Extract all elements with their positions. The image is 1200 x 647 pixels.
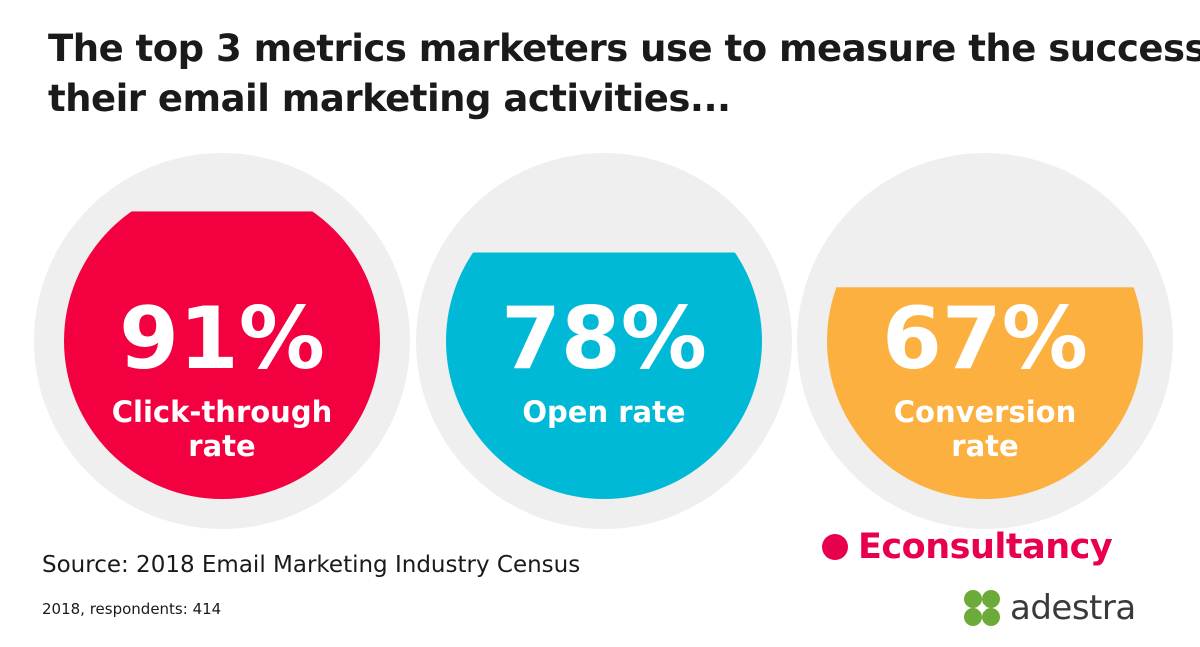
chart-title-line-2: their email marketing activities... xyxy=(48,77,731,120)
respondents-text: 2018, respondents: 414 xyxy=(42,600,222,618)
econsultancy-name: Econsultancy xyxy=(858,527,1113,567)
gauge-category-label: rate xyxy=(188,429,255,463)
econsultancy-dot-icon xyxy=(822,534,848,560)
gauge-category-label: Conversion xyxy=(894,395,1077,429)
source-text: Source: 2018 Email Marketing Industry Ce… xyxy=(42,552,581,578)
adestra-name: adestra xyxy=(1010,588,1136,628)
gauge-category-label: Click-through xyxy=(112,395,332,429)
chart-title-line-1: The top 3 metrics marketers use to measu… xyxy=(48,27,1200,70)
gauge-category-label: rate xyxy=(951,429,1018,463)
gauge-fill xyxy=(64,211,380,499)
adestra-logo: adestra xyxy=(962,588,1136,628)
gauge-value-label: 91% xyxy=(119,289,325,389)
gauge-value-label: 67% xyxy=(882,289,1088,389)
adestra-clover-icon xyxy=(964,590,1000,626)
gauge-value-label: 78% xyxy=(501,289,707,389)
gauge-category-label: Open rate xyxy=(522,395,685,429)
gauge-2: 78% Open rate xyxy=(416,153,792,529)
chart-title: The top 3 metrics marketers use to measu… xyxy=(48,24,1200,124)
econsultancy-logo: Econsultancy xyxy=(822,527,1113,567)
gauge-fill xyxy=(446,252,762,499)
